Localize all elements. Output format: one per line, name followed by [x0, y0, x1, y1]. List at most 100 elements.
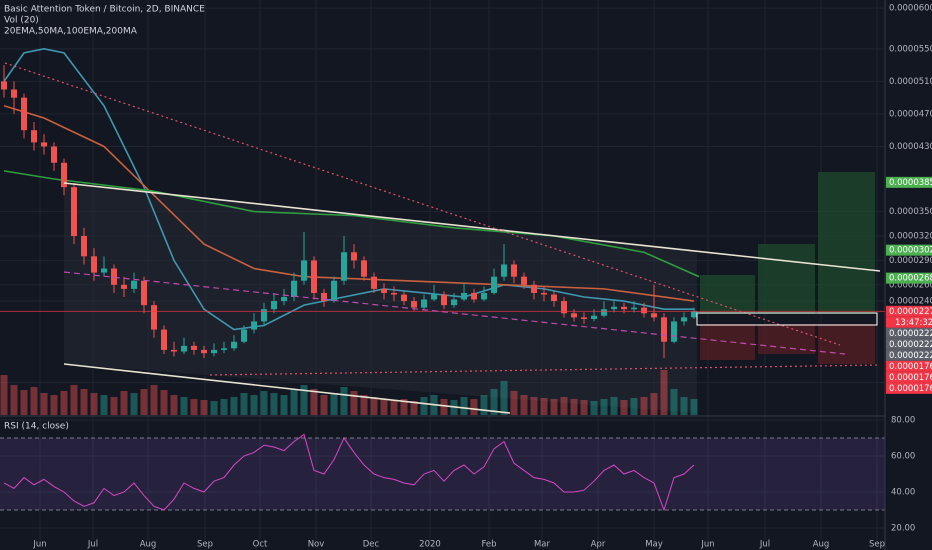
rsi-band-fill	[0, 438, 885, 510]
candle-body	[71, 187, 77, 236]
volume-bar	[10, 385, 18, 415]
stop-zone	[700, 324, 755, 360]
volume-bar	[30, 387, 38, 415]
candle-body	[401, 294, 407, 302]
y-tick-label: 0.00003200	[889, 231, 932, 241]
volume-bar	[390, 400, 398, 415]
volume-bar	[60, 391, 68, 415]
y-tick-label: 0.00002400	[889, 297, 932, 307]
x-tick-label: Aug	[813, 540, 830, 550]
candle-body	[91, 256, 97, 273]
volume-bar	[530, 397, 538, 415]
trend-line	[63, 182, 881, 272]
volume-bar	[170, 395, 178, 415]
volume-bar	[40, 393, 48, 415]
volume-bar	[680, 397, 688, 415]
volume-bar	[420, 397, 428, 415]
candle-body	[671, 321, 677, 342]
candle-body	[481, 292, 487, 300]
candle-body	[411, 301, 417, 308]
candle-body	[221, 348, 227, 350]
candle-body	[371, 276, 377, 289]
volume-bar	[500, 381, 508, 415]
price-label-bg	[886, 349, 932, 361]
x-tick-label: Apr	[591, 540, 606, 550]
x-tick-label: Mar	[534, 540, 551, 550]
candle-body	[211, 349, 217, 354]
y-tick-label: 0.00003500	[889, 207, 932, 217]
volume-bar	[690, 399, 698, 415]
volume-bar	[480, 395, 488, 415]
target-zone	[818, 172, 875, 314]
volume-bar	[360, 395, 368, 415]
x-tick-label: Oct	[253, 540, 268, 550]
candle-body	[321, 292, 327, 302]
candle-body	[511, 264, 517, 277]
candle-body	[281, 297, 287, 302]
price-label-bg	[886, 176, 932, 188]
x-tick-label: Jul	[759, 540, 770, 550]
candle-body	[151, 305, 157, 330]
candle-body	[541, 292, 547, 295]
candle-body	[31, 130, 37, 143]
candle-body	[581, 317, 587, 319]
candle-body	[611, 306, 617, 310]
candle-body	[421, 299, 427, 308]
price-label-bg	[886, 327, 932, 339]
rsi-title: RSI (14, close)	[4, 422, 69, 432]
target-zone	[700, 275, 755, 314]
candle-body	[641, 307, 647, 314]
candle-body	[171, 349, 177, 352]
candle-body	[551, 294, 557, 302]
candle-body	[431, 294, 437, 300]
volume-bar	[570, 399, 578, 415]
volume-bar	[50, 395, 58, 415]
x-tick-label: Aug	[140, 540, 157, 550]
y-tick-label: 0.00004300	[889, 142, 932, 152]
volume-bar	[110, 397, 118, 415]
x-tick-label: Nov	[308, 540, 325, 550]
candle-body	[651, 313, 657, 318]
volume-bar	[600, 399, 608, 415]
y-tick-label: 40.00	[891, 487, 915, 497]
candle-body	[361, 260, 367, 277]
x-tick-label: Jun	[32, 540, 46, 550]
volume-bar	[120, 391, 128, 415]
y-tick-label: 20.00	[891, 523, 915, 533]
volume-bar	[130, 393, 138, 415]
y-tick-label: 0.00002600	[889, 280, 932, 290]
rsi-line	[3, 433, 695, 512]
countdown-bg	[886, 316, 932, 328]
candle-body	[381, 288, 387, 293]
volume-bar	[80, 389, 88, 415]
volume-bar	[220, 399, 228, 415]
candle-body	[391, 292, 397, 295]
volume-bar	[550, 399, 558, 415]
volume-bar	[190, 399, 198, 415]
candle-body	[341, 252, 347, 281]
y-tick-label: 60.00	[891, 452, 915, 462]
volume-bar	[520, 395, 528, 415]
candle-body	[691, 311, 697, 318]
y-tick-label: 0.00006000	[889, 4, 932, 14]
volume-bar	[340, 387, 348, 415]
candle-body	[441, 294, 447, 306]
volume-bar	[100, 395, 108, 415]
volume-bar	[70, 385, 78, 415]
candle-body	[631, 307, 637, 310]
candle-body	[51, 146, 57, 163]
volume-bar	[370, 397, 378, 415]
candle-body	[591, 315, 597, 319]
candle-body	[601, 309, 607, 316]
candle-body	[461, 292, 467, 300]
price-label-bg	[886, 338, 932, 350]
volume-bar	[210, 401, 218, 415]
candle-body	[41, 142, 47, 147]
volume-bar	[180, 397, 188, 415]
candle-body	[471, 292, 477, 300]
volume-bar	[200, 400, 208, 415]
x-tick-label: Jul	[87, 540, 98, 550]
price-label: 0.00001762	[889, 373, 932, 383]
moving-average	[3, 105, 695, 302]
